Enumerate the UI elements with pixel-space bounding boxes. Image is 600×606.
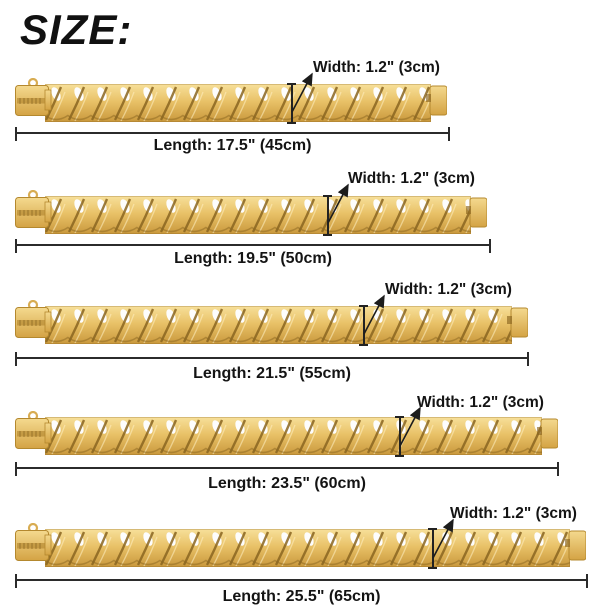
width-arrow bbox=[363, 294, 385, 335]
chain-image bbox=[15, 411, 558, 455]
page-title: SIZE: bbox=[20, 6, 133, 53]
width-bracket bbox=[323, 195, 332, 236]
chain-image bbox=[15, 300, 528, 344]
length-line bbox=[15, 239, 491, 253]
width-label: Width: 1.2" (3cm) bbox=[417, 394, 544, 411]
length-line bbox=[15, 352, 529, 366]
width-arrow bbox=[291, 72, 313, 113]
width-label: Width: 1.2" (3cm) bbox=[450, 505, 577, 522]
chain-image bbox=[15, 190, 487, 234]
width-bracket bbox=[287, 83, 296, 124]
length-line bbox=[15, 462, 559, 476]
width-bracket bbox=[428, 528, 437, 569]
width-arrow bbox=[327, 183, 349, 224]
chain-image bbox=[15, 523, 586, 567]
length-label: Length: 25.5" (65cm) bbox=[222, 588, 381, 605]
length-label: Length: 23.5" (60cm) bbox=[208, 475, 366, 492]
chain-image bbox=[15, 78, 447, 122]
length-line bbox=[15, 127, 450, 141]
width-bracket bbox=[359, 305, 368, 346]
length-label: Length: 21.5" (55cm) bbox=[193, 365, 351, 382]
width-label: Width: 1.2" (3cm) bbox=[313, 59, 440, 76]
width-arrow bbox=[399, 406, 421, 447]
width-arrow bbox=[432, 518, 454, 559]
length-label: Length: 17.5" (45cm) bbox=[153, 137, 312, 154]
length-label: Length: 19.5" (50cm) bbox=[174, 250, 332, 267]
width-label: Width: 1.2" (3cm) bbox=[348, 170, 475, 187]
width-label: Width: 1.2" (3cm) bbox=[385, 281, 512, 298]
length-line bbox=[15, 574, 588, 588]
width-bracket bbox=[395, 416, 404, 457]
